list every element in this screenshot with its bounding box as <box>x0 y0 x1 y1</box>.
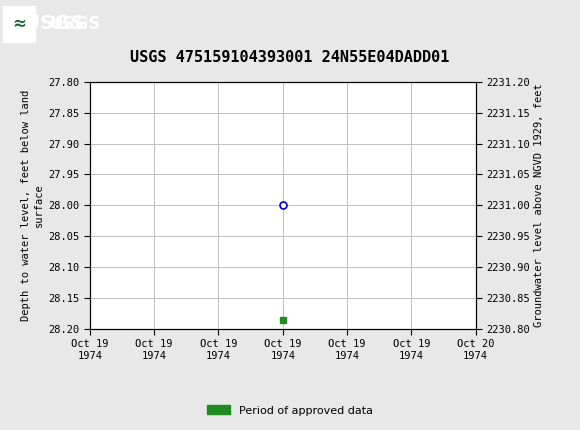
Text: ≡USGS: ≡USGS <box>9 14 85 33</box>
Text: USGS: USGS <box>49 15 100 33</box>
Legend: Period of approved data: Period of approved data <box>203 401 377 420</box>
Y-axis label: Depth to water level, feet below land
surface: Depth to water level, feet below land su… <box>21 90 44 321</box>
FancyBboxPatch shape <box>3 6 35 42</box>
Y-axis label: Groundwater level above NGVD 1929, feet: Groundwater level above NGVD 1929, feet <box>534 83 544 327</box>
Text: ≈: ≈ <box>12 15 26 33</box>
Text: USGS 475159104393001 24N55E04DADD01: USGS 475159104393001 24N55E04DADD01 <box>130 49 450 64</box>
